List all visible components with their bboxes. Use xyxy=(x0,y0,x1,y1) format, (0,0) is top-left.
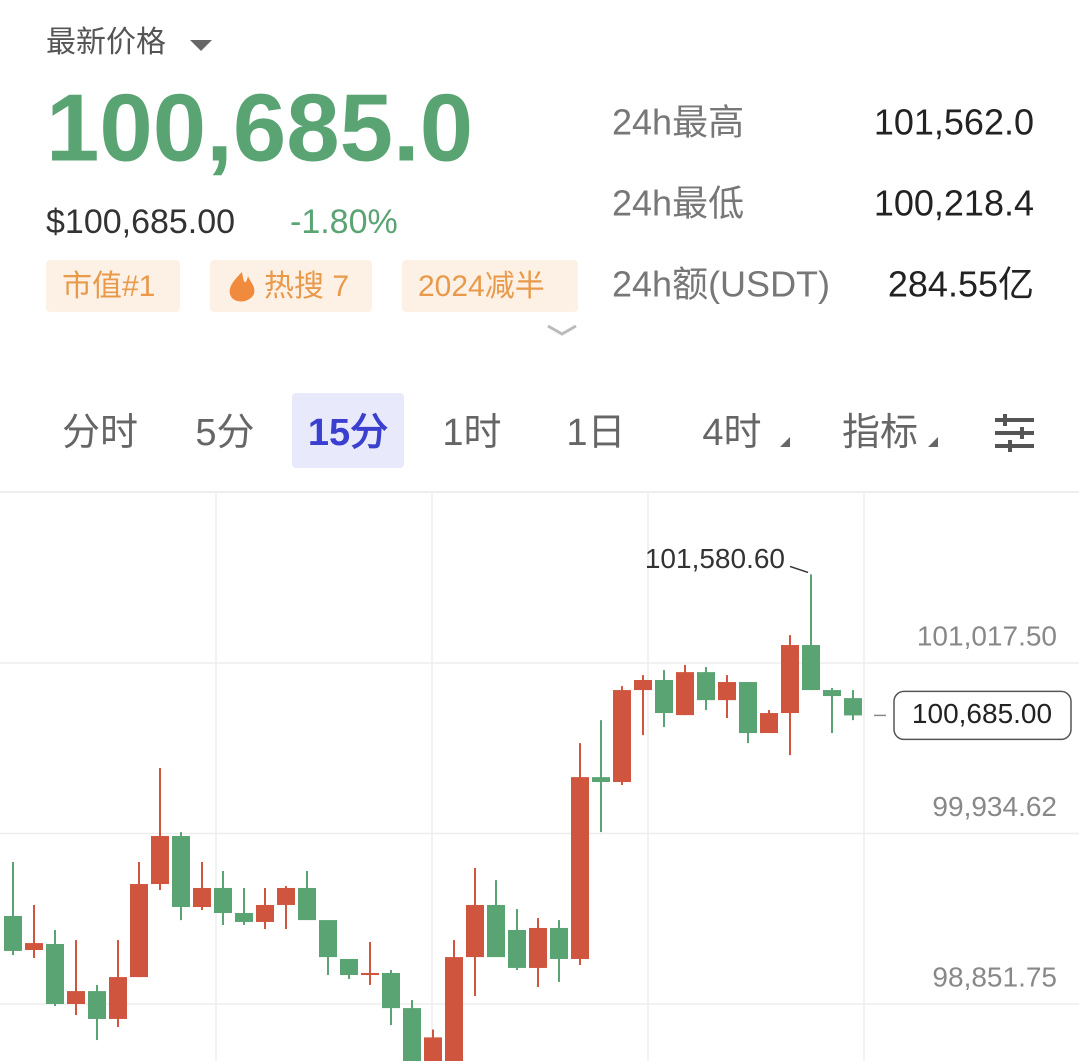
candle-body xyxy=(781,645,799,714)
tab-caret xyxy=(780,437,790,447)
candle-body xyxy=(697,672,715,701)
stat-value: 101,562.0 xyxy=(874,102,1034,143)
y-tick-label: 98,851.75 xyxy=(932,961,1057,992)
tag-pill[interactable] xyxy=(402,260,578,312)
tag-label: 热搜 7 xyxy=(264,270,349,303)
settings-icon[interactable] xyxy=(995,414,1034,452)
candle-body xyxy=(445,957,463,1061)
candle-body xyxy=(760,713,778,734)
last-price-box xyxy=(893,690,1072,741)
tab[interactable]: 1时 xyxy=(442,412,501,454)
tab[interactable]: 15分 xyxy=(308,412,388,454)
candle-body xyxy=(256,904,274,922)
flame-icon xyxy=(229,272,255,302)
candle-body xyxy=(130,884,148,978)
candle-body xyxy=(214,887,232,914)
candle-body xyxy=(88,991,106,1019)
tab-caret xyxy=(928,437,938,447)
candle-body xyxy=(25,943,43,951)
tab[interactable]: 指标 xyxy=(842,412,918,454)
candles xyxy=(4,574,862,1061)
candle-body xyxy=(844,698,862,716)
candle-body xyxy=(67,991,85,1005)
expand-chevron[interactable] xyxy=(547,324,577,336)
candle-body xyxy=(382,972,400,1009)
candle-body xyxy=(4,915,22,951)
candle-body xyxy=(802,645,820,691)
tab[interactable]: 4时 xyxy=(702,412,761,454)
stat-label: 24h最高 xyxy=(612,102,744,143)
candle-body xyxy=(403,1008,421,1061)
tag-label: 2024减半 xyxy=(418,270,545,303)
candle-body xyxy=(592,777,610,783)
tag-label: 市值#1 xyxy=(62,270,155,303)
tag-pill[interactable] xyxy=(46,260,180,312)
y-tick-label: 99,934.62 xyxy=(932,791,1057,822)
stat-label: 24h最低 xyxy=(612,183,744,224)
candle-body xyxy=(340,958,358,976)
stat-value: 284.55亿 xyxy=(888,264,1034,305)
candle-body xyxy=(109,977,127,1019)
candle-body xyxy=(718,682,736,701)
candle-body xyxy=(193,887,211,908)
last-price: 100,685.0 xyxy=(46,74,473,181)
tag-pill[interactable] xyxy=(210,260,372,312)
max-leader xyxy=(789,565,809,574)
candle-body xyxy=(487,904,505,958)
stat-label: 24h额(USDT) xyxy=(612,264,830,305)
candle-body xyxy=(529,927,547,968)
active-tab-bg xyxy=(292,393,404,468)
candle-body xyxy=(571,777,589,959)
stat-value: 100,218.4 xyxy=(874,183,1034,224)
tab[interactable]: 5分 xyxy=(195,412,254,454)
dropdown-caret[interactable] xyxy=(190,40,212,51)
candle-body xyxy=(46,944,64,1005)
candle-body xyxy=(466,904,484,958)
candle-body xyxy=(613,690,631,783)
candle-body xyxy=(823,690,841,697)
candle-body xyxy=(298,887,316,921)
price-change: -1.80% xyxy=(290,203,398,241)
candle-body xyxy=(550,927,568,959)
candle-body xyxy=(634,679,652,691)
tab[interactable]: 1日 xyxy=(566,412,625,454)
price-title[interactable]: 最新价格 xyxy=(46,26,166,59)
candle-body xyxy=(424,1037,442,1061)
candle-body xyxy=(277,887,295,905)
candle-body xyxy=(172,836,190,908)
candle-body xyxy=(655,679,673,714)
candle-body xyxy=(319,920,337,958)
last-price-label: 100,685.00 xyxy=(912,698,1052,729)
candle-body xyxy=(361,972,379,976)
candle-body xyxy=(151,836,169,885)
candle-body xyxy=(739,682,757,734)
candle-body xyxy=(676,672,694,716)
candle-body xyxy=(235,913,253,922)
usd-price: $100,685.00 xyxy=(46,203,235,241)
candle-body xyxy=(508,930,526,968)
max-label: 101,580.60 xyxy=(645,543,785,574)
vertical-grid xyxy=(215,492,865,1061)
tab[interactable]: 分时 xyxy=(62,412,138,454)
y-tick-label: 101,017.50 xyxy=(917,620,1057,651)
